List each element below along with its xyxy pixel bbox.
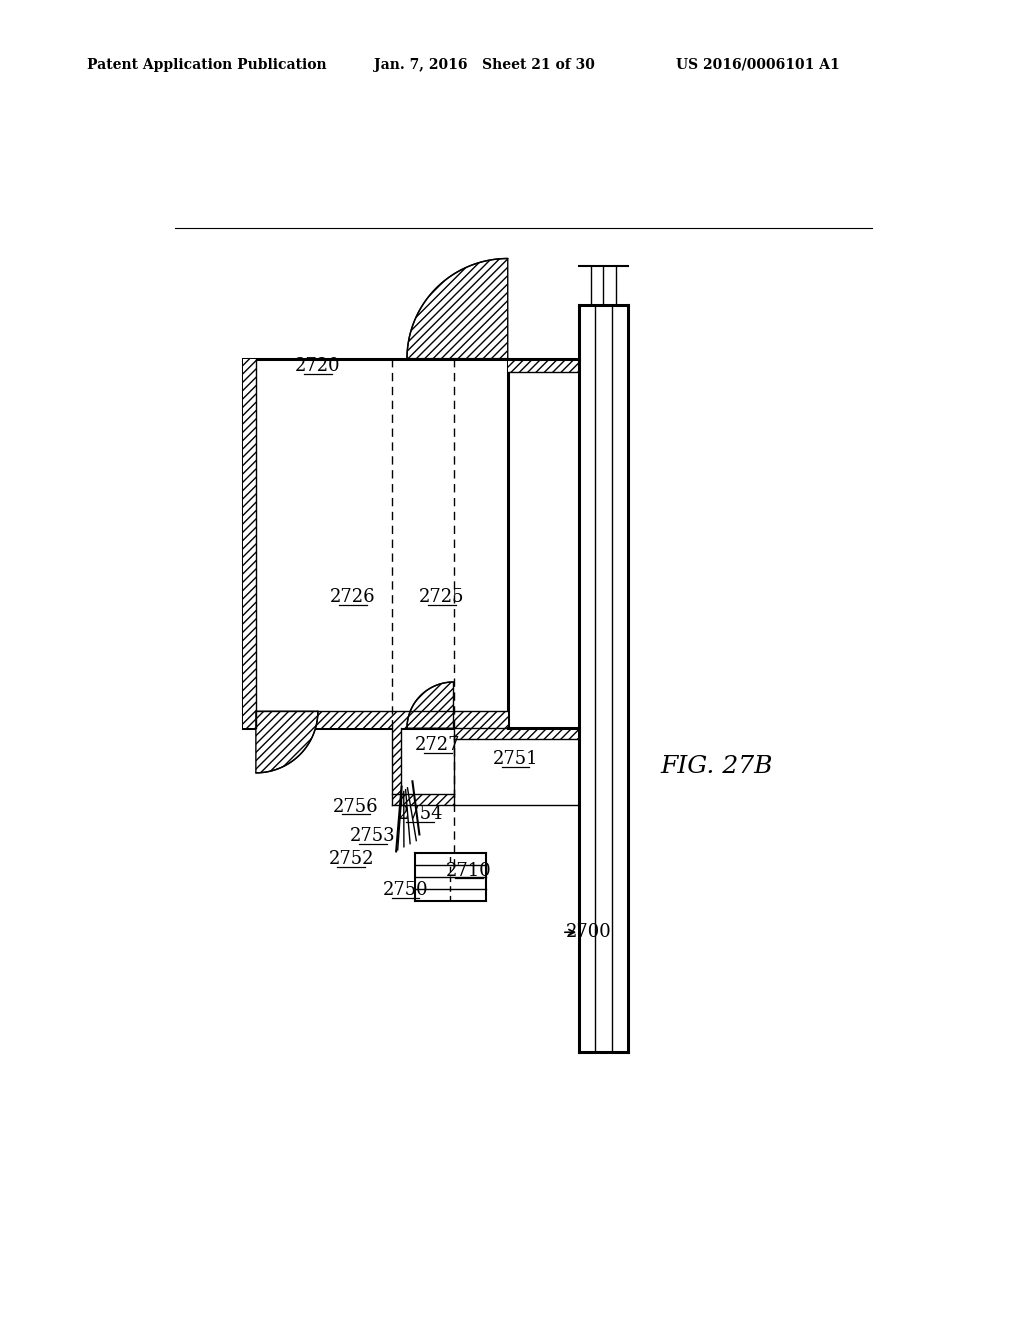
Text: 2720: 2720 — [295, 358, 341, 375]
Bar — [391, 795, 454, 805]
Bar — [508, 359, 579, 372]
Bar — [243, 359, 256, 729]
Bar — [243, 359, 508, 729]
Text: 2725: 2725 — [419, 589, 465, 606]
Text: 2752: 2752 — [329, 850, 374, 869]
Text: 2750: 2750 — [383, 880, 428, 899]
Bar — [391, 729, 400, 805]
Polygon shape — [407, 259, 508, 359]
Text: US 2016/0006101 A1: US 2016/0006101 A1 — [676, 58, 840, 71]
Text: Patent Application Publication: Patent Application Publication — [87, 58, 327, 71]
Text: 2710: 2710 — [446, 862, 492, 879]
Text: 2726: 2726 — [330, 589, 376, 606]
Text: 2727: 2727 — [416, 737, 461, 754]
Polygon shape — [256, 711, 317, 774]
Polygon shape — [407, 682, 454, 729]
Text: FIG. 27B: FIG. 27B — [660, 755, 773, 779]
Bar — [454, 729, 579, 739]
Text: 2754: 2754 — [397, 805, 443, 824]
Text: 2751: 2751 — [493, 750, 539, 768]
Text: 2753: 2753 — [350, 828, 395, 845]
Text: Jan. 7, 2016   Sheet 21 of 30: Jan. 7, 2016 Sheet 21 of 30 — [374, 58, 595, 71]
Text: 2700: 2700 — [566, 923, 611, 941]
Bar — [256, 711, 508, 729]
Text: 2756: 2756 — [333, 797, 379, 816]
